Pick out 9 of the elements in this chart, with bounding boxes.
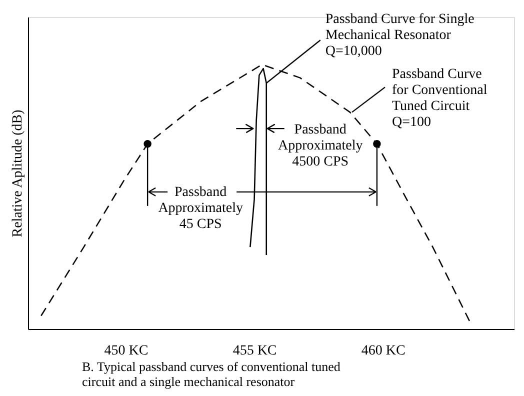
annotation: Passband Curve for Single Mechanical Resonator Q=10,000 xyxy=(325,12,474,60)
x-tick-label: 460 KC xyxy=(361,344,406,358)
text: B. Typical passband curves of conventional tuned circuit and a single mechanical resonator xyxy=(82,359,341,389)
annotation: Passband Curve for Conventional Tuned Circuit Q=100 xyxy=(392,67,488,130)
annotation: Passband Approximately 4500 CPS xyxy=(278,122,363,170)
y-axis-title: Relative Aplitude (dB) xyxy=(10,109,26,238)
annotation: Passband Approximately 45 CPS xyxy=(158,184,243,232)
x-tick-label: 455 KC xyxy=(232,344,277,358)
x-tick-label: 450 KC xyxy=(104,344,148,358)
